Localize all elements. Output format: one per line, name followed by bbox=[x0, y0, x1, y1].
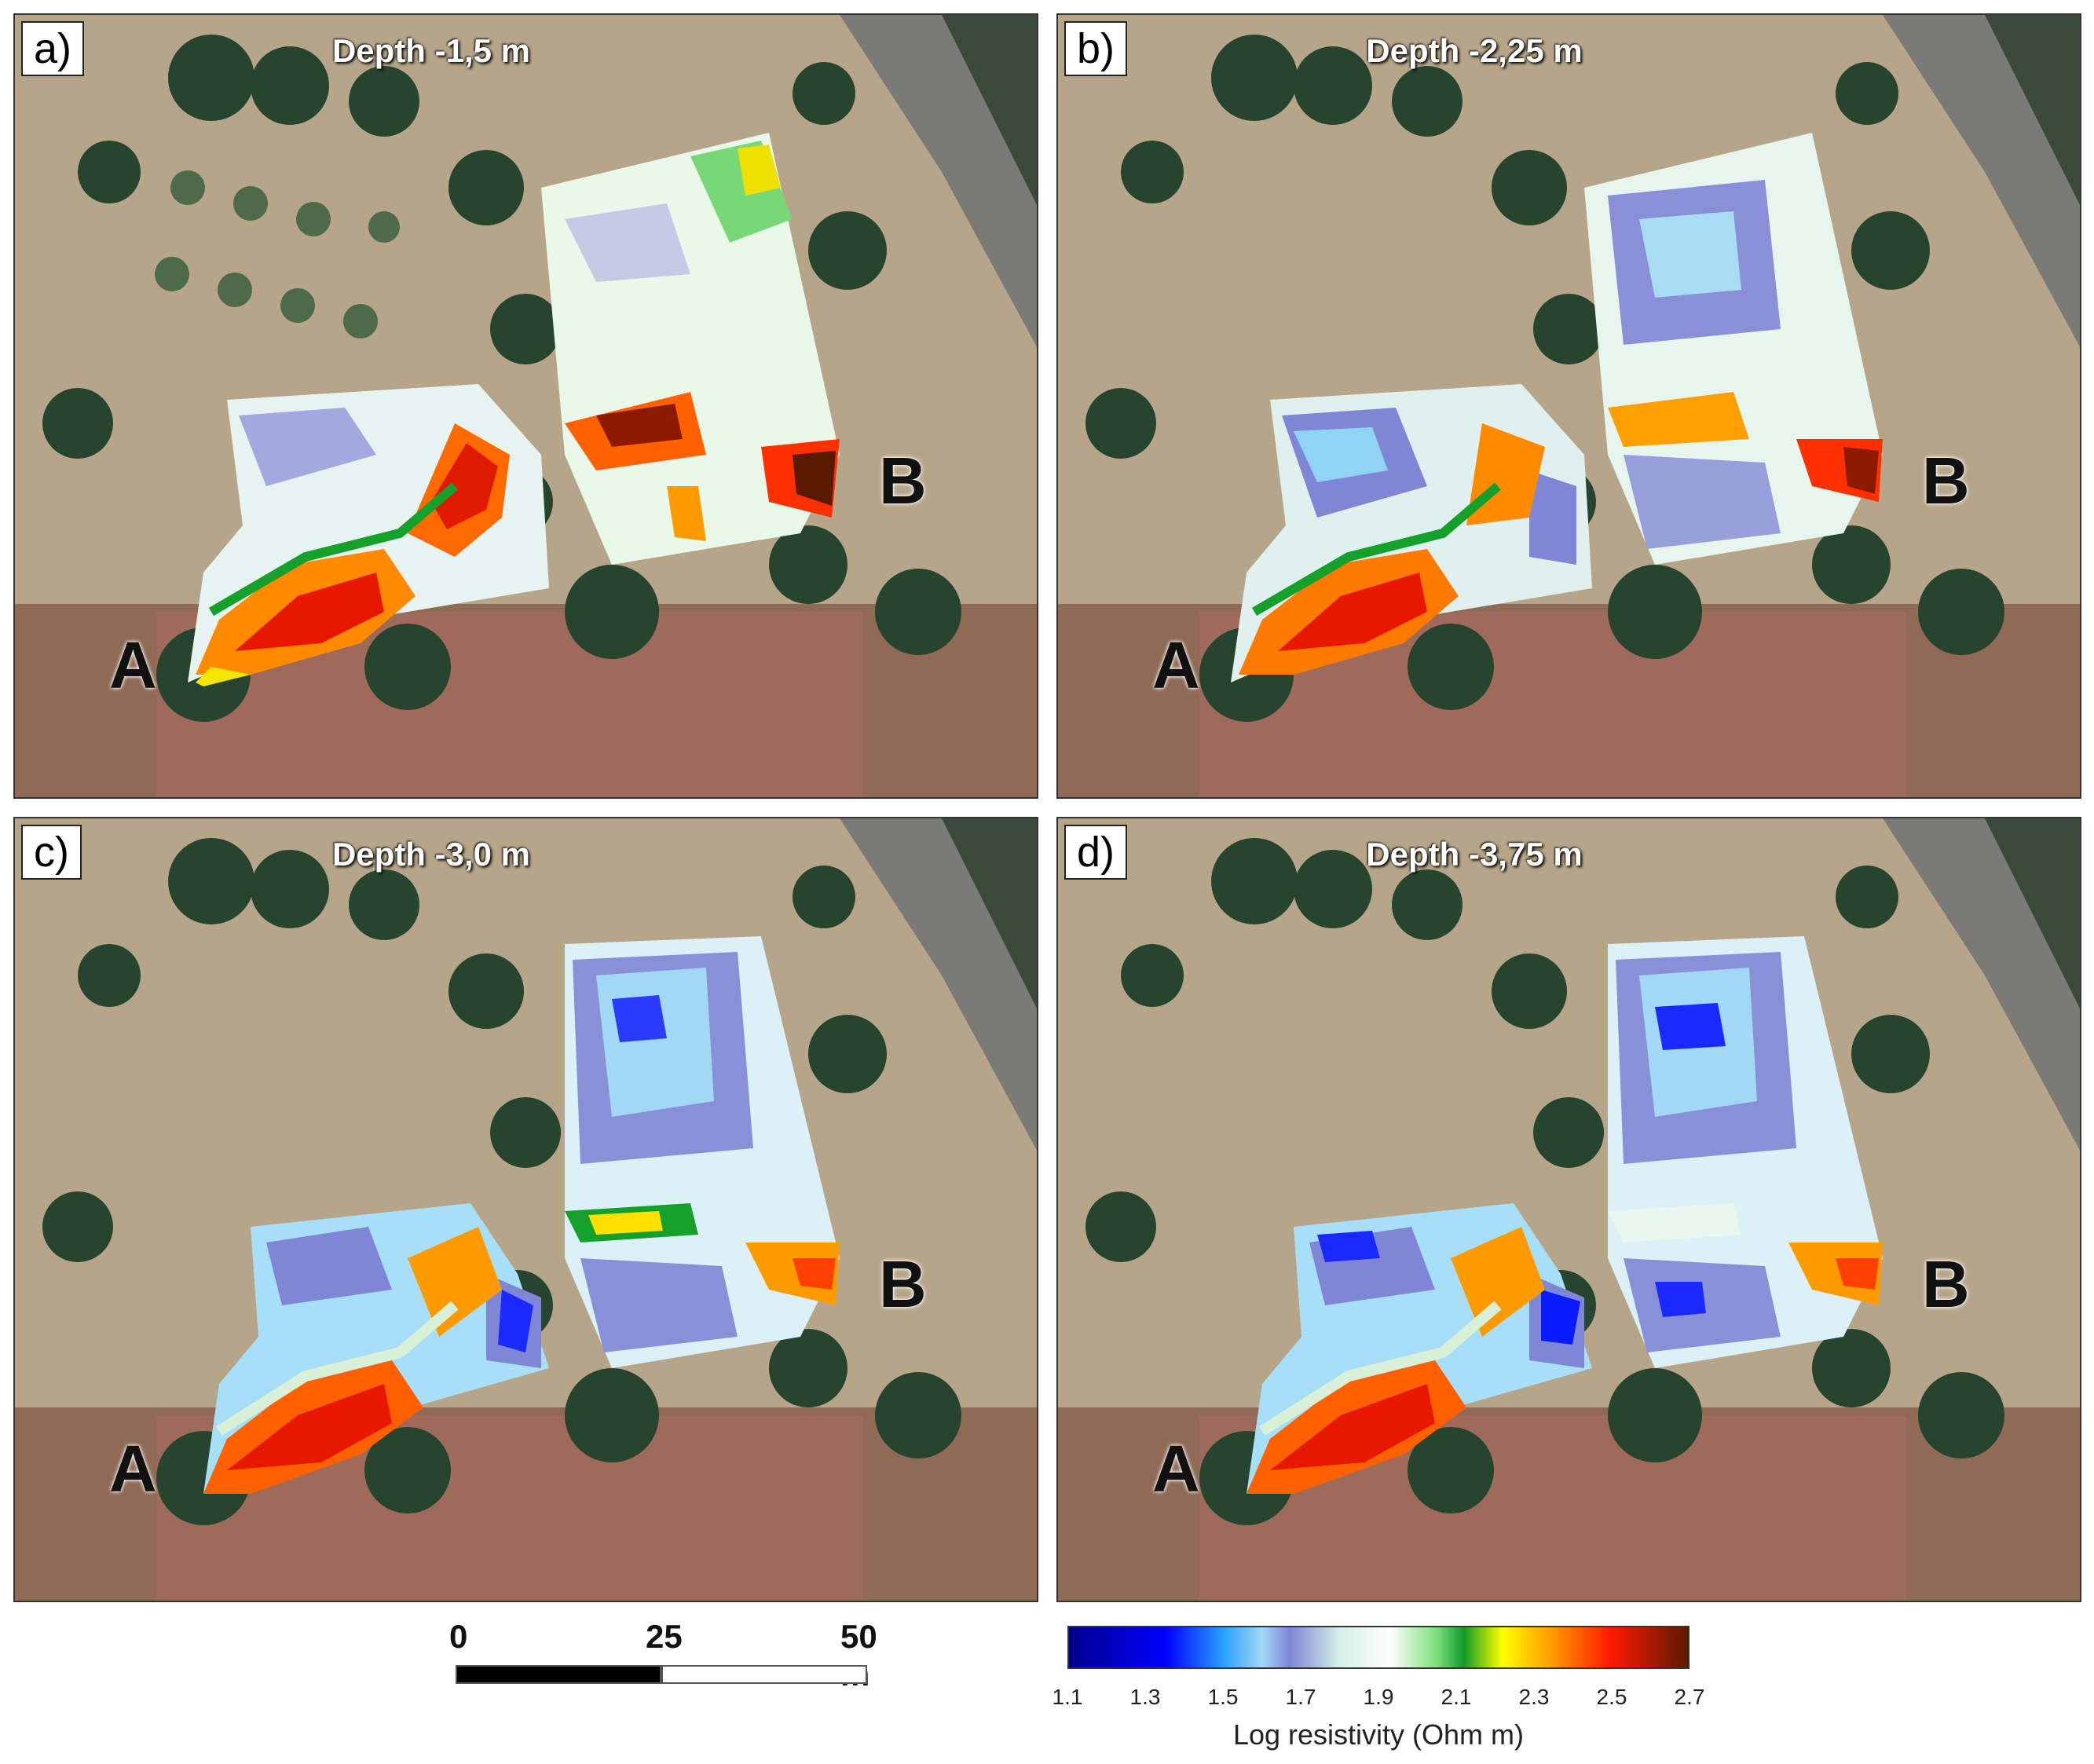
colorbar-tick-label: 2.7 bbox=[1674, 1685, 1705, 1709]
colorbar-gradient bbox=[1067, 1626, 1689, 1669]
panel-letter: d) bbox=[1064, 825, 1128, 880]
map-panel-a: a) Depth -1,5 m A B bbox=[13, 13, 1038, 799]
map-panel-b: b) Depth -2,25 m A B bbox=[1056, 13, 2081, 799]
point-a-label: A bbox=[109, 628, 157, 702]
point-a-label: A bbox=[1152, 1432, 1200, 1506]
point-b-label: B bbox=[879, 444, 927, 518]
colorbar-tick-label: 1.7 bbox=[1285, 1685, 1316, 1709]
scale-segment-white bbox=[661, 1665, 867, 1684]
map-panel-d: d) Depth -3,75 m A B bbox=[1056, 817, 2081, 1602]
colorbar-tick-label: 2.5 bbox=[1596, 1685, 1627, 1709]
panel-letter: c) bbox=[21, 825, 82, 880]
aerial-image bbox=[15, 818, 1037, 1601]
colorbar-tick-label: 2.1 bbox=[1441, 1685, 1472, 1709]
panel-letter: b) bbox=[1064, 21, 1128, 76]
point-b-label: B bbox=[879, 1247, 927, 1321]
colorbar-tick-label: 2.3 bbox=[1518, 1685, 1550, 1709]
colorbar-tick-label: 1.1 bbox=[1052, 1685, 1083, 1709]
scale-bar: 0 25 50 m bbox=[440, 1618, 880, 1704]
panel-letter: a) bbox=[21, 21, 85, 76]
colorbar-title: Log resistivity (Ohm m) bbox=[1232, 1718, 1525, 1751]
aerial-image bbox=[1058, 818, 2080, 1601]
scale-segment-black bbox=[456, 1665, 661, 1684]
scale-label-0: 0 bbox=[449, 1618, 468, 1655]
point-a-label: A bbox=[1152, 628, 1200, 702]
depth-label: Depth -3,0 m bbox=[331, 836, 531, 873]
colorbar-tick-label: 1.5 bbox=[1207, 1685, 1239, 1709]
depth-label: Depth -3,75 m bbox=[1366, 836, 1583, 873]
colorbar-tick-label: 1.9 bbox=[1363, 1685, 1394, 1709]
colorbar-legend: 1.1 1.3 1.5 1.7 1.9 2.1 2.3 2.5 2.7 Log resistiv… bbox=[1052, 1626, 1704, 1759]
colorbar-tick-label: 1.3 bbox=[1129, 1685, 1161, 1709]
map-panel-c: c) Depth -3,0 m A B bbox=[13, 817, 1038, 1602]
point-b-label: B bbox=[1922, 1247, 1970, 1321]
depth-label: Depth -2,25 m bbox=[1366, 32, 1583, 69]
aerial-image bbox=[15, 15, 1037, 797]
scale-label-25: 25 bbox=[646, 1618, 683, 1655]
point-b-label: B bbox=[1922, 444, 1970, 518]
point-a-label: A bbox=[109, 1432, 157, 1506]
aerial-image bbox=[1058, 15, 2080, 797]
depth-label: Depth -1,5 m bbox=[331, 32, 531, 69]
